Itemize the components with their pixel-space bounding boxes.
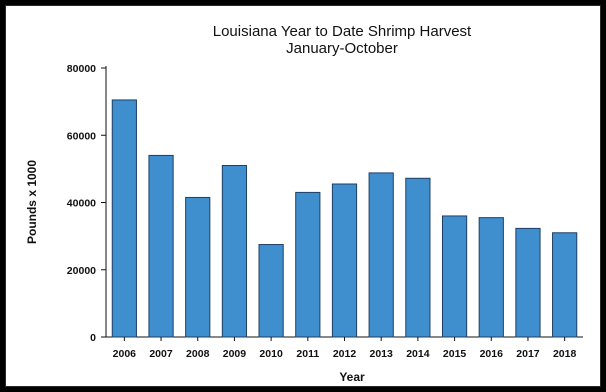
x-tick-label-2008: 2008: [186, 348, 210, 360]
x-tick-label-2011: 2011: [296, 348, 319, 360]
chart-title: Louisiana Year to Date Shrimp Harvest: [213, 23, 472, 40]
bar-2012: [331, 183, 358, 338]
bar-2017: [515, 227, 541, 338]
x-ticks: 2006 2007 2008 2009 2010 2011 2012 2013 2014 2015…: [113, 337, 577, 360]
chart-subtitle: January-October: [286, 40, 398, 57]
bar-2016: [478, 217, 504, 338]
x-tick-label-2018: 2018: [553, 348, 577, 360]
y-tick-label: 60000: [67, 130, 96, 142]
bar-2007: [148, 154, 174, 338]
bar-2006: [111, 99, 137, 338]
x-tick-label-2010: 2010: [259, 348, 283, 360]
bar-2010: [258, 244, 284, 338]
x-tick-label-2007: 2007: [149, 348, 173, 360]
x-tick-label-2014: 2014: [406, 348, 430, 360]
x-tick-label-2012: 2012: [333, 348, 357, 360]
y-axis-title: Pounds x 1000: [25, 160, 39, 244]
x-tick-label-2015: 2015: [443, 348, 467, 360]
bar-2008: [185, 196, 211, 338]
x-axis-title: Year: [339, 370, 365, 384]
bar-2014: [405, 177, 431, 338]
bar-2018: [552, 232, 578, 338]
x-tick-label-2009: 2009: [223, 348, 247, 360]
y-tick-label: 20000: [67, 265, 96, 277]
y-tick-label: 80000: [67, 63, 96, 75]
y-tick-label: 0: [90, 332, 96, 344]
y-tick-label: 40000: [67, 198, 96, 210]
bar-2013: [368, 172, 394, 338]
bar-2015: [441, 215, 468, 338]
y-ticks: 0 20000 40000 60000 80000: [67, 63, 106, 344]
bars: [111, 99, 578, 338]
x-tick-label-2017: 2017: [516, 348, 540, 360]
bar-2009: [221, 165, 248, 338]
x-tick-label-2006: 2006: [113, 348, 137, 360]
bar-2011: [295, 191, 321, 338]
x-tick-label-2016: 2016: [480, 348, 504, 360]
x-tick-label-2013: 2013: [370, 348, 394, 360]
